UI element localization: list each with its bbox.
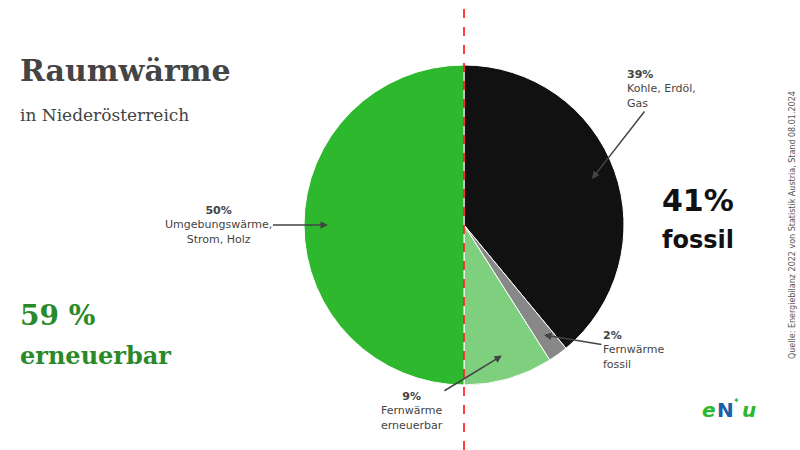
- svg-text:Raumwärme: Raumwärme: [20, 53, 231, 88]
- svg-text:50%Umgebungswärme,Strom, Holz: 50%Umgebungswärme,Strom, Holz: [165, 204, 272, 246]
- svg-text:41%: 41%: [662, 183, 734, 218]
- svg-text:2%Fernwärmefossil: 2%Fernwärmefossil: [603, 329, 665, 371]
- svg-text:N: N: [717, 398, 734, 422]
- svg-text:Quelle: Energiebilanz 2022 von: Quelle: Energiebilanz 2022 von Statistik…: [788, 91, 797, 359]
- svg-text:fossil: fossil: [662, 226, 734, 254]
- svg-text:u: u: [742, 398, 756, 422]
- svg-text:39%Kohle, Erdöl,Gas: 39%Kohle, Erdöl,Gas: [627, 68, 696, 110]
- svg-text:✦: ✦: [733, 396, 740, 405]
- svg-text:e: e: [702, 398, 716, 422]
- svg-text:in Niederösterreich: in Niederösterreich: [20, 105, 189, 125]
- svg-text:erneuerbar: erneuerbar: [20, 341, 171, 370]
- svg-text:59 %: 59 %: [20, 299, 95, 332]
- svg-text:9%Fernwärmeerneuerbar: 9%Fernwärmeerneuerbar: [381, 390, 443, 432]
